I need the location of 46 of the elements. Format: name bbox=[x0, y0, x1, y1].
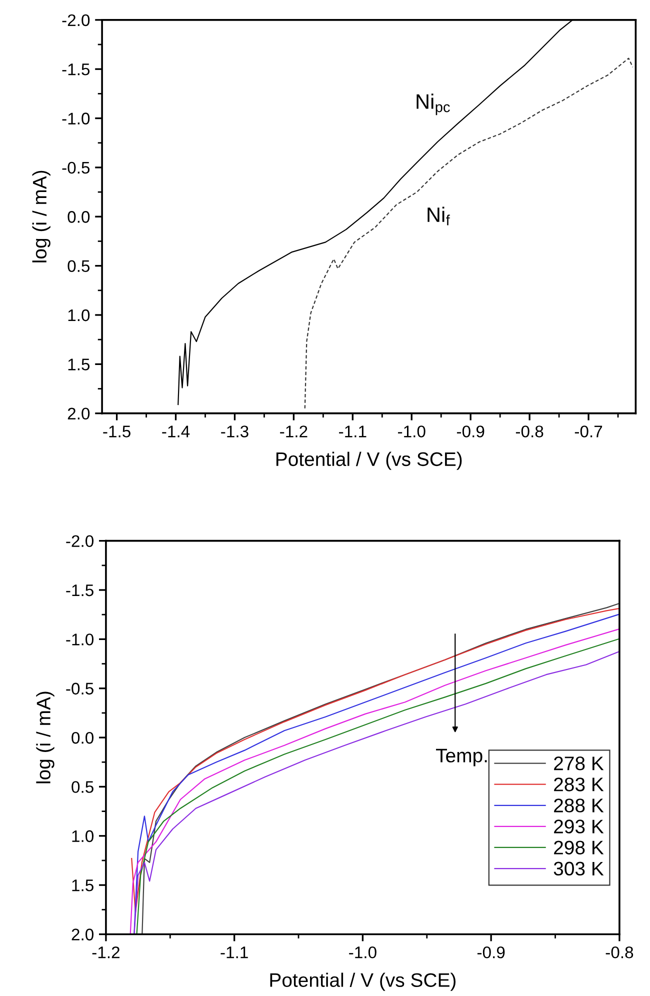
x-tick-label: -1.1 bbox=[339, 426, 366, 438]
y-axis-title: log (i / mA) bbox=[36, 692, 54, 784]
x-tick-label: -1.2 bbox=[92, 946, 120, 958]
y-tick-label: -2.0 bbox=[62, 14, 90, 26]
y-tick-label: 1.5 bbox=[68, 358, 90, 370]
legend-label: 303 K bbox=[554, 862, 604, 876]
x-tick-label: -0.9 bbox=[456, 426, 484, 438]
y-tick-label: -1.0 bbox=[66, 634, 94, 646]
y-tick-label: 0.0 bbox=[68, 211, 90, 223]
y-tick-label: 1.5 bbox=[72, 880, 94, 892]
y-axis-title: log (i / mA) bbox=[32, 170, 50, 262]
x-axis-title: Potential / V (vs SCE) bbox=[276, 452, 462, 470]
x-tick-label: -0.8 bbox=[516, 426, 544, 438]
x-tick-label: -0.9 bbox=[477, 946, 505, 958]
x-tick-label: -1.3 bbox=[221, 426, 248, 438]
x-tick-label: -1.4 bbox=[162, 426, 190, 438]
x-tick-label: -1.1 bbox=[220, 946, 248, 958]
x-tick-label: -0.7 bbox=[574, 426, 602, 438]
annotation: Ni$_{pc}$ bbox=[416, 94, 450, 116]
y-tick-label: 1.0 bbox=[72, 830, 94, 842]
y-tick-label: 2.0 bbox=[72, 928, 94, 940]
y-tick-label: -0.5 bbox=[62, 162, 90, 174]
y-tick-label: 2.0 bbox=[68, 408, 90, 420]
legend-label: 298 K bbox=[554, 840, 604, 854]
y-tick-label: -1.0 bbox=[62, 112, 90, 124]
y-tick-label: -2.0 bbox=[66, 535, 94, 548]
legend-label: 293 K bbox=[554, 820, 604, 834]
y-tick-label: -1.5 bbox=[66, 584, 94, 596]
legend-label: 283 K bbox=[554, 778, 604, 792]
legend-label: 288 K bbox=[554, 798, 604, 812]
line-series bbox=[304, 58, 634, 409]
x-tick-label: -1.0 bbox=[398, 426, 426, 438]
y-tick-label: 1.0 bbox=[68, 309, 90, 322]
x-axis-title: Potential / V (vs SCE) bbox=[270, 972, 456, 991]
y-tick-label: -0.5 bbox=[66, 682, 94, 695]
x-tick-label: -0.8 bbox=[606, 946, 634, 958]
x-tick-label: -1.2 bbox=[280, 426, 308, 438]
y-tick-label: 0.5 bbox=[68, 260, 90, 272]
x-tick-label: -1.0 bbox=[349, 946, 376, 958]
annotation: Ni$_{f}$ bbox=[428, 206, 450, 226]
y-tick-label: 0.5 bbox=[72, 781, 94, 793]
y-tick-label: 0.0 bbox=[72, 732, 94, 744]
legend-label: 278 K bbox=[554, 756, 604, 770]
y-tick-label: -1.5 bbox=[62, 64, 90, 76]
x-tick-label: -1.5 bbox=[103, 426, 130, 438]
annotation: Temp. bbox=[436, 748, 487, 766]
